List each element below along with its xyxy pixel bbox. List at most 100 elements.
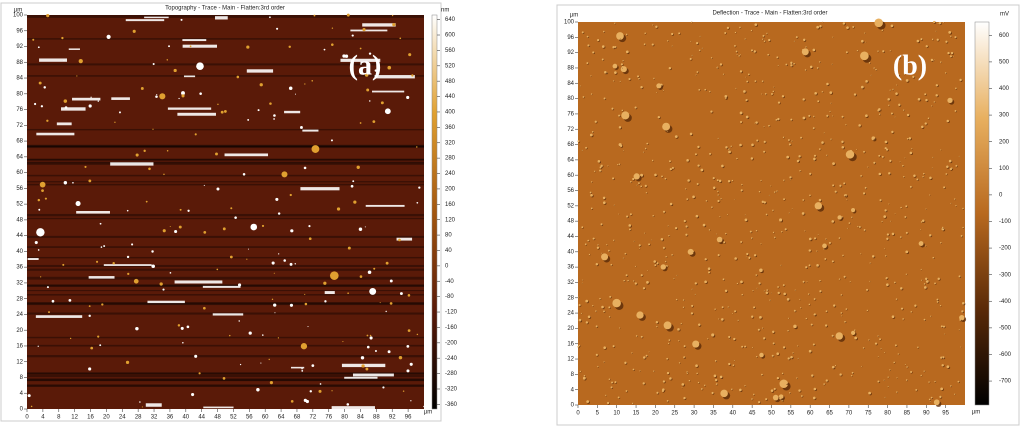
particle bbox=[849, 281, 851, 283]
particle bbox=[895, 298, 898, 300]
x-tick-label: 64 bbox=[278, 415, 285, 421]
bright-streak bbox=[300, 187, 340, 191]
particle bbox=[229, 255, 233, 259]
particle bbox=[861, 39, 864, 43]
particle bbox=[585, 321, 589, 324]
particle bbox=[590, 207, 593, 210]
particle bbox=[744, 38, 746, 40]
particle bbox=[745, 99, 748, 102]
x-unit: µm bbox=[424, 410, 432, 416]
particle bbox=[884, 147, 887, 150]
particle bbox=[351, 34, 354, 37]
particle bbox=[118, 111, 121, 114]
particle bbox=[182, 341, 184, 344]
scan-streak bbox=[27, 344, 424, 347]
particle bbox=[910, 370, 913, 373]
particle bbox=[372, 120, 376, 124]
x-tick-label: 12 bbox=[71, 415, 78, 421]
particle bbox=[763, 126, 765, 128]
particle bbox=[704, 280, 707, 284]
particle bbox=[790, 61, 793, 65]
particle bbox=[132, 29, 136, 33]
bright-streak bbox=[365, 204, 405, 207]
particle bbox=[666, 371, 670, 375]
colorbar-tick-label: -100 bbox=[999, 219, 1012, 225]
y-unit: µm bbox=[14, 8, 22, 14]
particle bbox=[931, 38, 934, 41]
particle bbox=[691, 288, 693, 290]
particle bbox=[721, 164, 724, 168]
particle bbox=[847, 227, 848, 229]
particle bbox=[866, 309, 869, 312]
particle bbox=[48, 311, 50, 314]
y-tick-label: 80 bbox=[567, 96, 574, 102]
scan-streak bbox=[27, 276, 424, 280]
particle bbox=[613, 239, 615, 241]
particle bbox=[904, 215, 907, 218]
particle bbox=[688, 380, 691, 382]
y-tick-label: 4 bbox=[20, 391, 24, 397]
particle bbox=[958, 275, 961, 278]
particle bbox=[709, 152, 712, 155]
x-tick-label: 0 bbox=[576, 411, 580, 417]
particle bbox=[764, 92, 767, 95]
particle bbox=[865, 41, 866, 43]
y-tick-label: 68 bbox=[16, 139, 23, 145]
title: Topography - Trace - Main - Flatten:3rd … bbox=[165, 6, 285, 12]
particle bbox=[664, 260, 667, 263]
particle bbox=[229, 334, 231, 337]
bright-streak bbox=[290, 366, 305, 369]
particle bbox=[638, 244, 641, 247]
x-tick-label: 10 bbox=[613, 411, 620, 417]
colorbar-tick-label: 280 bbox=[445, 156, 456, 162]
particle bbox=[597, 160, 601, 163]
particle bbox=[697, 145, 700, 149]
particle bbox=[369, 100, 371, 102]
particle bbox=[618, 114, 621, 117]
particle bbox=[744, 214, 746, 216]
particle bbox=[735, 50, 738, 53]
particle bbox=[854, 329, 856, 331]
particle bbox=[734, 198, 736, 200]
particle bbox=[652, 215, 654, 217]
scan-streak bbox=[27, 302, 424, 306]
particle bbox=[654, 264, 657, 267]
particle bbox=[750, 49, 753, 52]
particle bbox=[922, 176, 924, 178]
scan-streak bbox=[27, 256, 424, 259]
particle bbox=[762, 327, 764, 329]
particle bbox=[223, 110, 227, 113]
y-tick-label: 88 bbox=[16, 60, 23, 66]
particle bbox=[665, 256, 667, 258]
particle bbox=[857, 225, 859, 228]
title: Deflection - Trace - Main - Flatten:3rd … bbox=[712, 11, 827, 17]
particle bbox=[88, 314, 91, 318]
particle bbox=[819, 25, 822, 28]
particle bbox=[942, 325, 946, 328]
particle bbox=[608, 316, 611, 318]
particle bbox=[46, 286, 49, 289]
particle bbox=[792, 352, 794, 354]
particle bbox=[912, 75, 915, 78]
particle bbox=[832, 162, 835, 166]
particle bbox=[290, 229, 294, 233]
particle bbox=[863, 229, 866, 231]
particle bbox=[628, 224, 632, 227]
particle bbox=[744, 345, 747, 348]
particle bbox=[900, 206, 902, 209]
particle bbox=[711, 391, 714, 395]
particle bbox=[948, 31, 952, 34]
particle bbox=[682, 306, 685, 308]
particle bbox=[843, 194, 846, 197]
particle bbox=[772, 330, 775, 334]
particle bbox=[816, 25, 820, 29]
particle bbox=[216, 268, 219, 271]
particle bbox=[669, 168, 672, 171]
particle bbox=[924, 93, 927, 96]
particle bbox=[579, 370, 582, 373]
particle bbox=[606, 401, 610, 405]
particle bbox=[628, 228, 631, 231]
particle bbox=[872, 137, 875, 140]
particle bbox=[691, 304, 694, 307]
particle bbox=[590, 93, 593, 95]
